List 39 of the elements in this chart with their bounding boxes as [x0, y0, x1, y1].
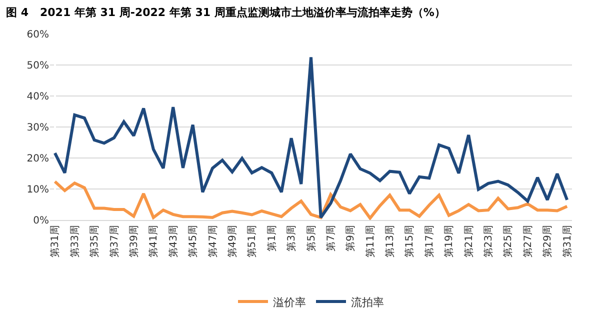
x-tick-label: 第17周 [423, 225, 436, 258]
x-tick-label: 第21周 [462, 225, 475, 258]
x-tick-label: 第25周 [502, 225, 514, 258]
line-series [53, 180, 569, 220]
x-tick-label: 第39周 [128, 225, 140, 258]
y-tick-label: 40% [26, 92, 49, 102]
x-tick-label: 第7周 [324, 225, 337, 252]
x-tick-label: 第29周 [542, 225, 554, 258]
x-tick-label: 第9周 [344, 225, 357, 252]
x-tick-label: 第13周 [384, 225, 396, 258]
x-tick-label: 第27周 [522, 225, 534, 258]
x-tick-label: 第45周 [187, 225, 200, 258]
y-tick-label: 20% [26, 154, 49, 164]
x-tick-label: 第1周 [266, 225, 278, 252]
x-tick-label: 第47周 [206, 225, 219, 258]
x-tick-label: 第3周 [286, 225, 298, 252]
x-tick-label: 第37周 [108, 225, 120, 258]
x-tick-label: 第31周 [561, 225, 574, 258]
x-tick-label: 第19周 [443, 225, 456, 258]
x-tick-label: 第41周 [148, 225, 160, 258]
x-tick-label: 第15周 [404, 225, 416, 258]
x-tick-label: 第43周 [167, 225, 180, 258]
x-tick-label: 第31周 [49, 225, 62, 258]
legend-label: 溢价率 [273, 296, 306, 309]
line-series [53, 56, 569, 220]
x-tick-label: 第51周 [246, 225, 258, 258]
x-tick-label: 第35周 [88, 225, 101, 258]
y-tick-label: 50% [26, 60, 49, 72]
chart-title: 图 4 2021 年第 31 周-2022 年第 31 周重点监测城市土地溢价率与流拍率走势（%） [6, 6, 446, 19]
x-tick-label: 第11周 [364, 225, 376, 258]
x-tick-label: 第49周 [226, 225, 238, 258]
y-tick-label: 10% [26, 184, 49, 196]
x-tick-label: 第23周 [482, 225, 495, 258]
x-tick-label: 第33周 [68, 225, 81, 258]
legend-label: 流拍率 [351, 296, 384, 309]
x-tick-label: 第5周 [305, 225, 318, 252]
y-tick-label: 60% [26, 30, 49, 40]
y-tick-label: 30% [26, 122, 49, 134]
y-tick-label: 0% [33, 216, 49, 226]
